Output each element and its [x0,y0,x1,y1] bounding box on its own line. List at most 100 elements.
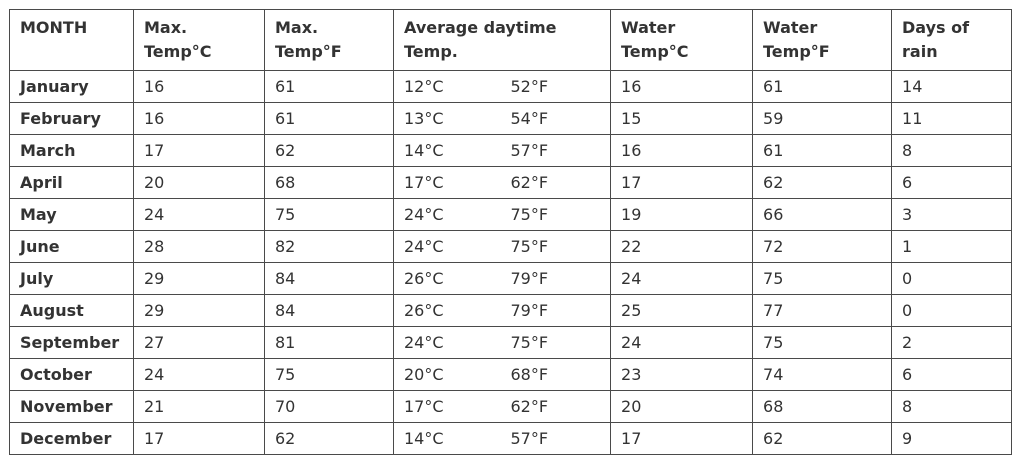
max-temp-c-cell: 17 [133,134,265,167]
max-temp-f-cell: 68 [264,166,394,199]
max-temp-c-cell: 16 [133,70,265,103]
table-row: May 24 75 24°C 75°F 19 66 3 [9,198,1013,231]
days-of-rain-cell: 6 [891,166,1013,199]
max-temp-c-cell: 21 [133,390,265,423]
water-temp-c-cell: 19 [610,198,754,231]
water-temp-c-cell: 16 [610,70,754,103]
max-temp-f-cell: 82 [264,230,394,263]
avg-daytime-temp-c-cell: 17°C [393,390,501,423]
water-temp-c-cell: 16 [610,134,754,167]
days-of-rain-cell: 9 [891,422,1013,455]
water-temp-c-cell: 24 [610,262,754,295]
month-cell: November [9,390,134,423]
water-temp-f-cell: 61 [752,134,893,167]
month-cell: October [9,358,134,391]
table-body: January 16 61 12°C 52°F 16 61 14 February 16 61 13°… [9,70,1013,455]
month-cell: August [9,294,134,327]
max-temp-c-cell: 28 [133,230,265,263]
water-temp-f-cell: 74 [752,358,893,391]
table-row: July 29 84 26°C 79°F 24 75 0 [9,262,1013,295]
avg-daytime-temp-f-cell: 75°F [500,326,612,359]
table-row: March 17 62 14°C 57°F 16 61 8 [9,134,1013,167]
header-water-temp-f: Water Temp°F [752,9,893,71]
avg-daytime-temp-f-cell: 75°F [500,230,612,263]
header-water-temp-c: Water Temp°C [610,9,754,71]
days-of-rain-cell: 3 [891,198,1013,231]
days-of-rain-cell: 0 [891,262,1013,295]
max-temp-c-cell: 29 [133,294,265,327]
avg-daytime-temp-f-cell: 79°F [500,262,612,295]
table-row: April 20 68 17°C 62°F 17 62 6 [9,166,1013,199]
max-temp-f-cell: 84 [264,294,394,327]
max-temp-f-cell: 75 [264,198,394,231]
water-temp-f-cell: 72 [752,230,893,263]
max-temp-f-cell: 84 [264,262,394,295]
max-temp-f-cell: 62 [264,134,394,167]
header-days-of-rain: Days of rain [891,9,1013,71]
avg-daytime-temp-c-cell: 26°C [393,294,501,327]
max-temp-f-cell: 75 [264,358,394,391]
avg-daytime-temp-c-cell: 17°C [393,166,501,199]
max-temp-f-cell: 61 [264,70,394,103]
max-temp-c-cell: 24 [133,198,265,231]
days-of-rain-cell: 1 [891,230,1013,263]
table-row: August 29 84 26°C 79°F 25 77 0 [9,294,1013,327]
table-row: January 16 61 12°C 52°F 16 61 14 [9,70,1013,103]
water-temp-c-cell: 22 [610,230,754,263]
water-temp-c-cell: 23 [610,358,754,391]
water-temp-f-cell: 68 [752,390,893,423]
water-temp-f-cell: 75 [752,326,893,359]
water-temp-c-cell: 25 [610,294,754,327]
water-temp-f-cell: 77 [752,294,893,327]
month-cell: December [9,422,134,455]
max-temp-c-cell: 24 [133,358,265,391]
avg-daytime-temp-f-cell: 68°F [500,358,612,391]
avg-daytime-temp-c-cell: 20°C [393,358,501,391]
table-row: February 16 61 13°C 54°F 15 59 11 [9,102,1013,135]
avg-daytime-temp-f-cell: 57°F [500,134,612,167]
max-temp-c-cell: 27 [133,326,265,359]
avg-daytime-temp-f-cell: 62°F [500,166,612,199]
days-of-rain-cell: 8 [891,134,1013,167]
avg-daytime-temp-c-cell: 14°C [393,134,501,167]
avg-daytime-temp-f-cell: 52°F [500,70,612,103]
month-cell: February [9,102,134,135]
month-cell: June [9,230,134,263]
month-cell: April [9,166,134,199]
avg-daytime-temp-c-cell: 14°C [393,422,501,455]
max-temp-c-cell: 29 [133,262,265,295]
days-of-rain-cell: 6 [891,358,1013,391]
days-of-rain-cell: 2 [891,326,1013,359]
days-of-rain-cell: 11 [891,102,1013,135]
table-row: December 17 62 14°C 57°F 17 62 9 [9,422,1013,455]
water-temp-f-cell: 75 [752,262,893,295]
header-max-temp-f: Max. Temp°F [264,9,394,71]
water-temp-f-cell: 62 [752,166,893,199]
water-temp-c-cell: 24 [610,326,754,359]
days-of-rain-cell: 14 [891,70,1013,103]
max-temp-c-cell: 16 [133,102,265,135]
avg-daytime-temp-c-cell: 24°C [393,198,501,231]
days-of-rain-cell: 0 [891,294,1013,327]
table-row: October 24 75 20°C 68°F 23 74 6 [9,358,1013,391]
max-temp-c-cell: 17 [133,422,265,455]
header-month: MONTH [9,9,134,71]
avg-daytime-temp-c-cell: 13°C [393,102,501,135]
climate-table: MONTH Max. Temp°C Max. Temp°F Average da… [9,9,1013,455]
month-cell: May [9,198,134,231]
avg-daytime-temp-f-cell: 79°F [500,294,612,327]
water-temp-c-cell: 15 [610,102,754,135]
table-row: November 21 70 17°C 62°F 20 68 8 [9,390,1013,423]
max-temp-f-cell: 81 [264,326,394,359]
max-temp-f-cell: 62 [264,422,394,455]
avg-daytime-temp-c-cell: 24°C [393,230,501,263]
avg-daytime-temp-c-cell: 24°C [393,326,501,359]
water-temp-c-cell: 17 [610,166,754,199]
water-temp-f-cell: 61 [752,70,893,103]
avg-daytime-temp-f-cell: 57°F [500,422,612,455]
avg-daytime-temp-f-cell: 75°F [500,198,612,231]
month-cell: July [9,262,134,295]
avg-daytime-temp-f-cell: 54°F [500,102,612,135]
water-temp-f-cell: 59 [752,102,893,135]
water-temp-f-cell: 62 [752,422,893,455]
